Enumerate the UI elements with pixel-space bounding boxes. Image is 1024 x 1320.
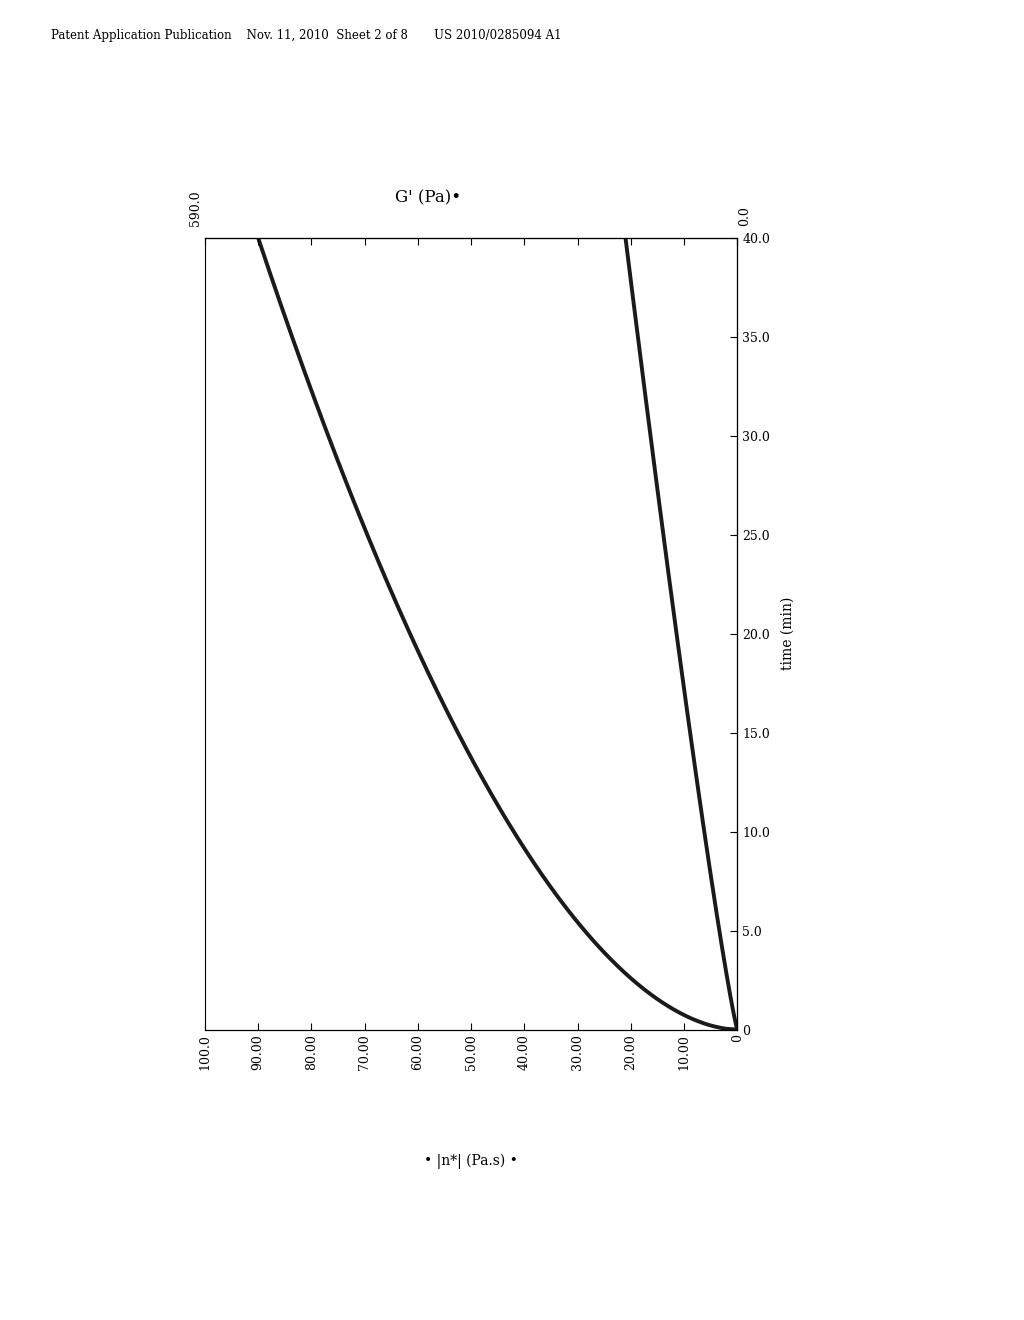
Text: 0.0: 0.0 xyxy=(738,206,752,226)
Y-axis label: time (min): time (min) xyxy=(781,597,795,671)
Text: 590.0: 590.0 xyxy=(189,190,202,226)
Text: G' (Pa)•: G' (Pa)• xyxy=(395,189,462,206)
Text: Patent Application Publication    Nov. 11, 2010  Sheet 2 of 8       US 2010/0285: Patent Application Publication Nov. 11, … xyxy=(51,29,562,42)
X-axis label: • |n*| (Pa.s) •: • |n*| (Pa.s) • xyxy=(424,1154,518,1170)
